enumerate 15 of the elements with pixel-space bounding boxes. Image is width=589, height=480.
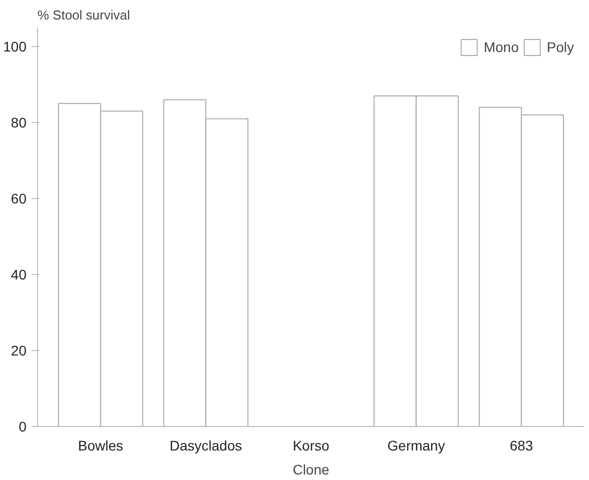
y-tick-label: 0 [18, 418, 27, 434]
x-tick-label: 683 [510, 438, 534, 454]
y-axis-title: % Stool survival [38, 8, 130, 22]
y-tick-label: 80 [10, 114, 27, 130]
y-tick-label: 40 [10, 266, 27, 282]
x-tick-label: Korso [292, 438, 330, 454]
y-tick-label: 20 [10, 342, 27, 358]
legend-label: Mono [484, 39, 519, 55]
x-tick-label: Bowles [78, 438, 124, 454]
x-axis-title: Clone [292, 462, 330, 478]
x-tick-label: Dasyclados [170, 438, 242, 454]
y-tick-label: 60 [10, 190, 27, 206]
x-tick-label: Germany [387, 438, 445, 454]
y-tick-label: 100 [3, 38, 27, 54]
legend-label: Poly [546, 39, 574, 55]
